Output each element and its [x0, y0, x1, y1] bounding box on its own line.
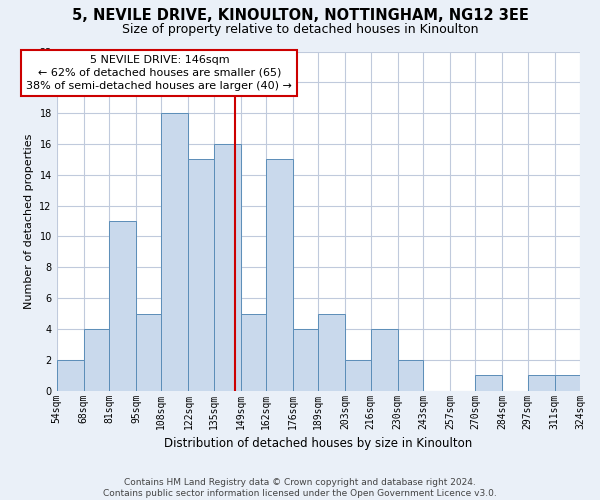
- Text: 5 NEVILE DRIVE: 146sqm
← 62% of detached houses are smaller (65)
38% of semi-det: 5 NEVILE DRIVE: 146sqm ← 62% of detached…: [26, 54, 292, 91]
- X-axis label: Distribution of detached houses by size in Kinoulton: Distribution of detached houses by size …: [164, 437, 472, 450]
- Bar: [84, 329, 109, 390]
- Bar: [266, 160, 293, 390]
- Text: Contains HM Land Registry data © Crown copyright and database right 2024.
Contai: Contains HM Land Registry data © Crown c…: [103, 478, 497, 498]
- Bar: [371, 329, 398, 390]
- Bar: [161, 113, 188, 390]
- Bar: [214, 144, 241, 390]
- Bar: [398, 360, 423, 390]
- Text: 5, NEVILE DRIVE, KINOULTON, NOTTINGHAM, NG12 3EE: 5, NEVILE DRIVE, KINOULTON, NOTTINGHAM, …: [71, 8, 529, 22]
- Y-axis label: Number of detached properties: Number of detached properties: [24, 134, 34, 309]
- Text: Size of property relative to detached houses in Kinoulton: Size of property relative to detached ho…: [122, 22, 478, 36]
- Bar: [56, 360, 84, 390]
- Bar: [475, 375, 502, 390]
- Bar: [319, 314, 346, 390]
- Bar: [241, 314, 266, 390]
- Bar: [109, 221, 136, 390]
- Bar: [346, 360, 371, 390]
- Bar: [136, 314, 161, 390]
- Bar: [188, 160, 214, 390]
- Bar: [527, 375, 555, 390]
- Bar: [293, 329, 319, 390]
- Bar: [555, 375, 580, 390]
